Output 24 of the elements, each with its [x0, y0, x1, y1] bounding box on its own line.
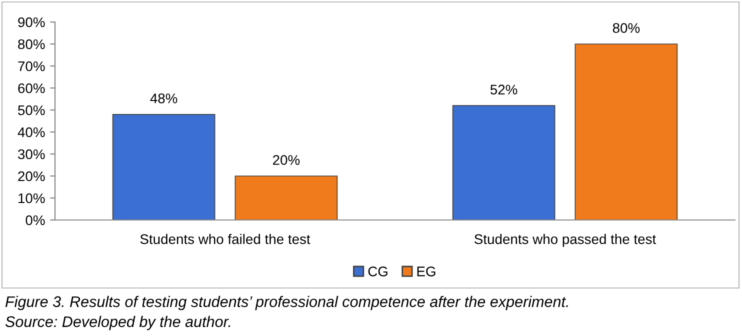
x-tick-label: Students who passed the test [474, 234, 656, 247]
text: 20% [273, 155, 300, 165]
y-tick-label: 60% [18, 83, 45, 94]
text: 80% [612, 23, 640, 33]
caption: Figure 3. Results of testing students’ professional competence after the experiment. [5, 296, 568, 310]
y-tick-label: 0% [26, 215, 45, 226]
bar [112, 114, 216, 220]
legend-label: CG [368, 266, 388, 276]
text: 52% [490, 84, 518, 95]
y-tick-label: 30% [18, 149, 45, 160]
y-tick-label: 40% [18, 127, 45, 138]
y-tick-label: 10% [18, 193, 45, 204]
source-note: Source: Developed by the author. [5, 316, 230, 330]
bar [234, 176, 338, 220]
text: 48% [150, 93, 178, 104]
legend-label: EG [417, 266, 436, 276]
y-tick-label: 20% [18, 171, 45, 182]
y-tick-label: 70% [18, 61, 45, 72]
x-tick-label: Students who failed the test [140, 234, 310, 244]
y-tick-label: 90% [18, 17, 45, 28]
y-tick-label: 50% [18, 105, 45, 116]
y-tick-label: 80% [18, 39, 45, 50]
bar [574, 44, 678, 220]
bar [452, 105, 556, 220]
